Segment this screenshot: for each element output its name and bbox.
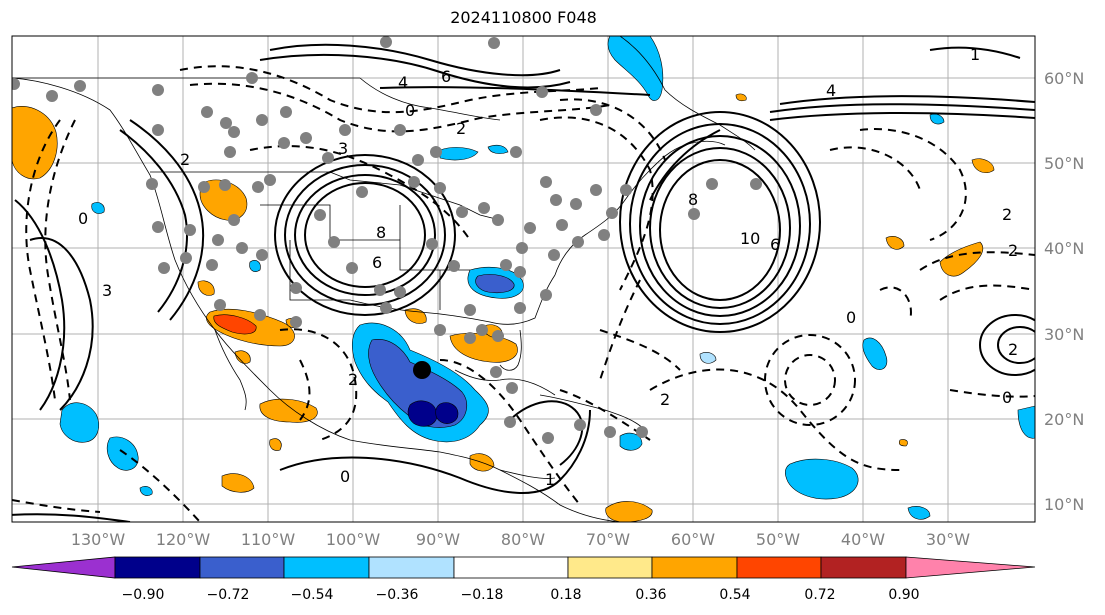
colorbar-tick: 0.90 <box>888 587 919 603</box>
contour-label: 2 <box>1008 340 1018 359</box>
lat-label: 50°N <box>1044 154 1084 173</box>
contour-label: 4 <box>398 73 408 92</box>
colorbar-tick: 0.18 <box>550 587 581 603</box>
contour-label: 3 <box>102 281 112 300</box>
station-dots <box>12 36 762 444</box>
contour-label: 2 <box>180 150 190 169</box>
lon-label: 110°W <box>241 530 296 549</box>
colorbar-tick: −0.54 <box>291 587 334 603</box>
contour-label: 6 <box>770 235 780 254</box>
colorbar-tick: 0.72 <box>804 587 835 603</box>
map-frame <box>11 35 1036 523</box>
negative-shading <box>59 36 1035 520</box>
contour-label: 0 <box>340 467 350 486</box>
contour-label: 8 <box>376 223 386 242</box>
colorbar-segment <box>651 556 738 579</box>
colorbar-tick: −0.72 <box>207 587 250 603</box>
contour-label: 0 <box>405 101 415 120</box>
contour-label: 0 <box>1002 388 1012 407</box>
lon-label: 100°W <box>326 530 381 549</box>
contour-label: 10 <box>740 229 760 248</box>
colorbar-segment <box>736 556 822 579</box>
colorbar-segment <box>114 556 201 579</box>
map-title: 2024110800 F048 <box>450 8 597 27</box>
contour-label: 1 <box>545 470 555 489</box>
contour-label: 6 <box>441 67 451 86</box>
longitude-labels: 130°W 120°W 110°W 100°W 90°W 80°W 70°W 6… <box>71 530 970 549</box>
colorbar-segment <box>567 556 653 579</box>
contour-label: 1 <box>970 45 980 64</box>
contour-label: 4 <box>826 81 836 100</box>
colorbar-segment <box>453 556 569 579</box>
colorbar-tick: −0.90 <box>122 587 165 603</box>
colorbar-tick: −0.18 <box>461 587 504 603</box>
colorbar-extend-low <box>11 556 116 579</box>
lon-label: 130°W <box>71 530 126 549</box>
contour-label: 3 <box>338 139 348 158</box>
lon-label: 90°W <box>416 530 460 549</box>
colorbar-ticks: −0.90 −0.72 −0.54 −0.36 −0.18 0.18 0.36 … <box>122 587 920 603</box>
latitude-labels: 60°N 50°N 40°N 30°N 20°N 10°N <box>1044 69 1084 514</box>
coastlines <box>12 36 756 522</box>
contour-label: 0 <box>78 209 88 228</box>
colorbar-segment <box>199 556 285 579</box>
colorbar-segment <box>368 556 455 579</box>
colorbar-segment <box>283 556 370 579</box>
lon-label: 50°W <box>756 530 800 549</box>
solid-contours <box>12 43 1035 522</box>
lat-label: 10°N <box>1044 495 1084 514</box>
colorbar-tick: 0.36 <box>635 587 666 603</box>
contour-label: 2 <box>348 370 358 389</box>
lon-label: 80°W <box>501 530 545 549</box>
contour-label: 6 <box>372 253 382 272</box>
map-area: 6 4 0 2 3 8 6 10 8 6 4 2 0 2 0 2 1 2 0 2… <box>12 36 1035 522</box>
highlight-station <box>413 361 431 379</box>
lat-label: 60°N <box>1044 69 1084 88</box>
contour-label: 2 <box>1002 205 1012 224</box>
contour-label: 2 <box>660 390 670 409</box>
lon-label: 60°W <box>671 530 715 549</box>
positive-shading <box>12 93 995 522</box>
colorbar-extend-high <box>905 556 1036 579</box>
lon-label: 30°W <box>926 530 970 549</box>
lon-label: 40°W <box>841 530 885 549</box>
colorbar-tick: 0.54 <box>719 587 750 603</box>
lat-label: 30°N <box>1044 325 1084 344</box>
contour-labels: 6 4 0 2 3 8 6 10 8 6 4 2 0 2 0 2 1 2 0 2… <box>78 45 1018 489</box>
colorbar <box>11 556 1036 579</box>
colorbar-tick: −0.36 <box>376 587 419 603</box>
lat-label: 40°N <box>1044 239 1084 258</box>
contour-label: 2 <box>1008 241 1018 260</box>
lon-label: 120°W <box>156 530 211 549</box>
contour-label: 0 <box>846 308 856 327</box>
lat-label: 20°N <box>1044 410 1084 429</box>
colorbar-segment <box>820 556 907 579</box>
lon-label: 70°W <box>586 530 630 549</box>
contour-label: 8 <box>688 190 698 209</box>
contour-label: 2 <box>456 119 466 138</box>
dashed-contours <box>12 65 1035 522</box>
